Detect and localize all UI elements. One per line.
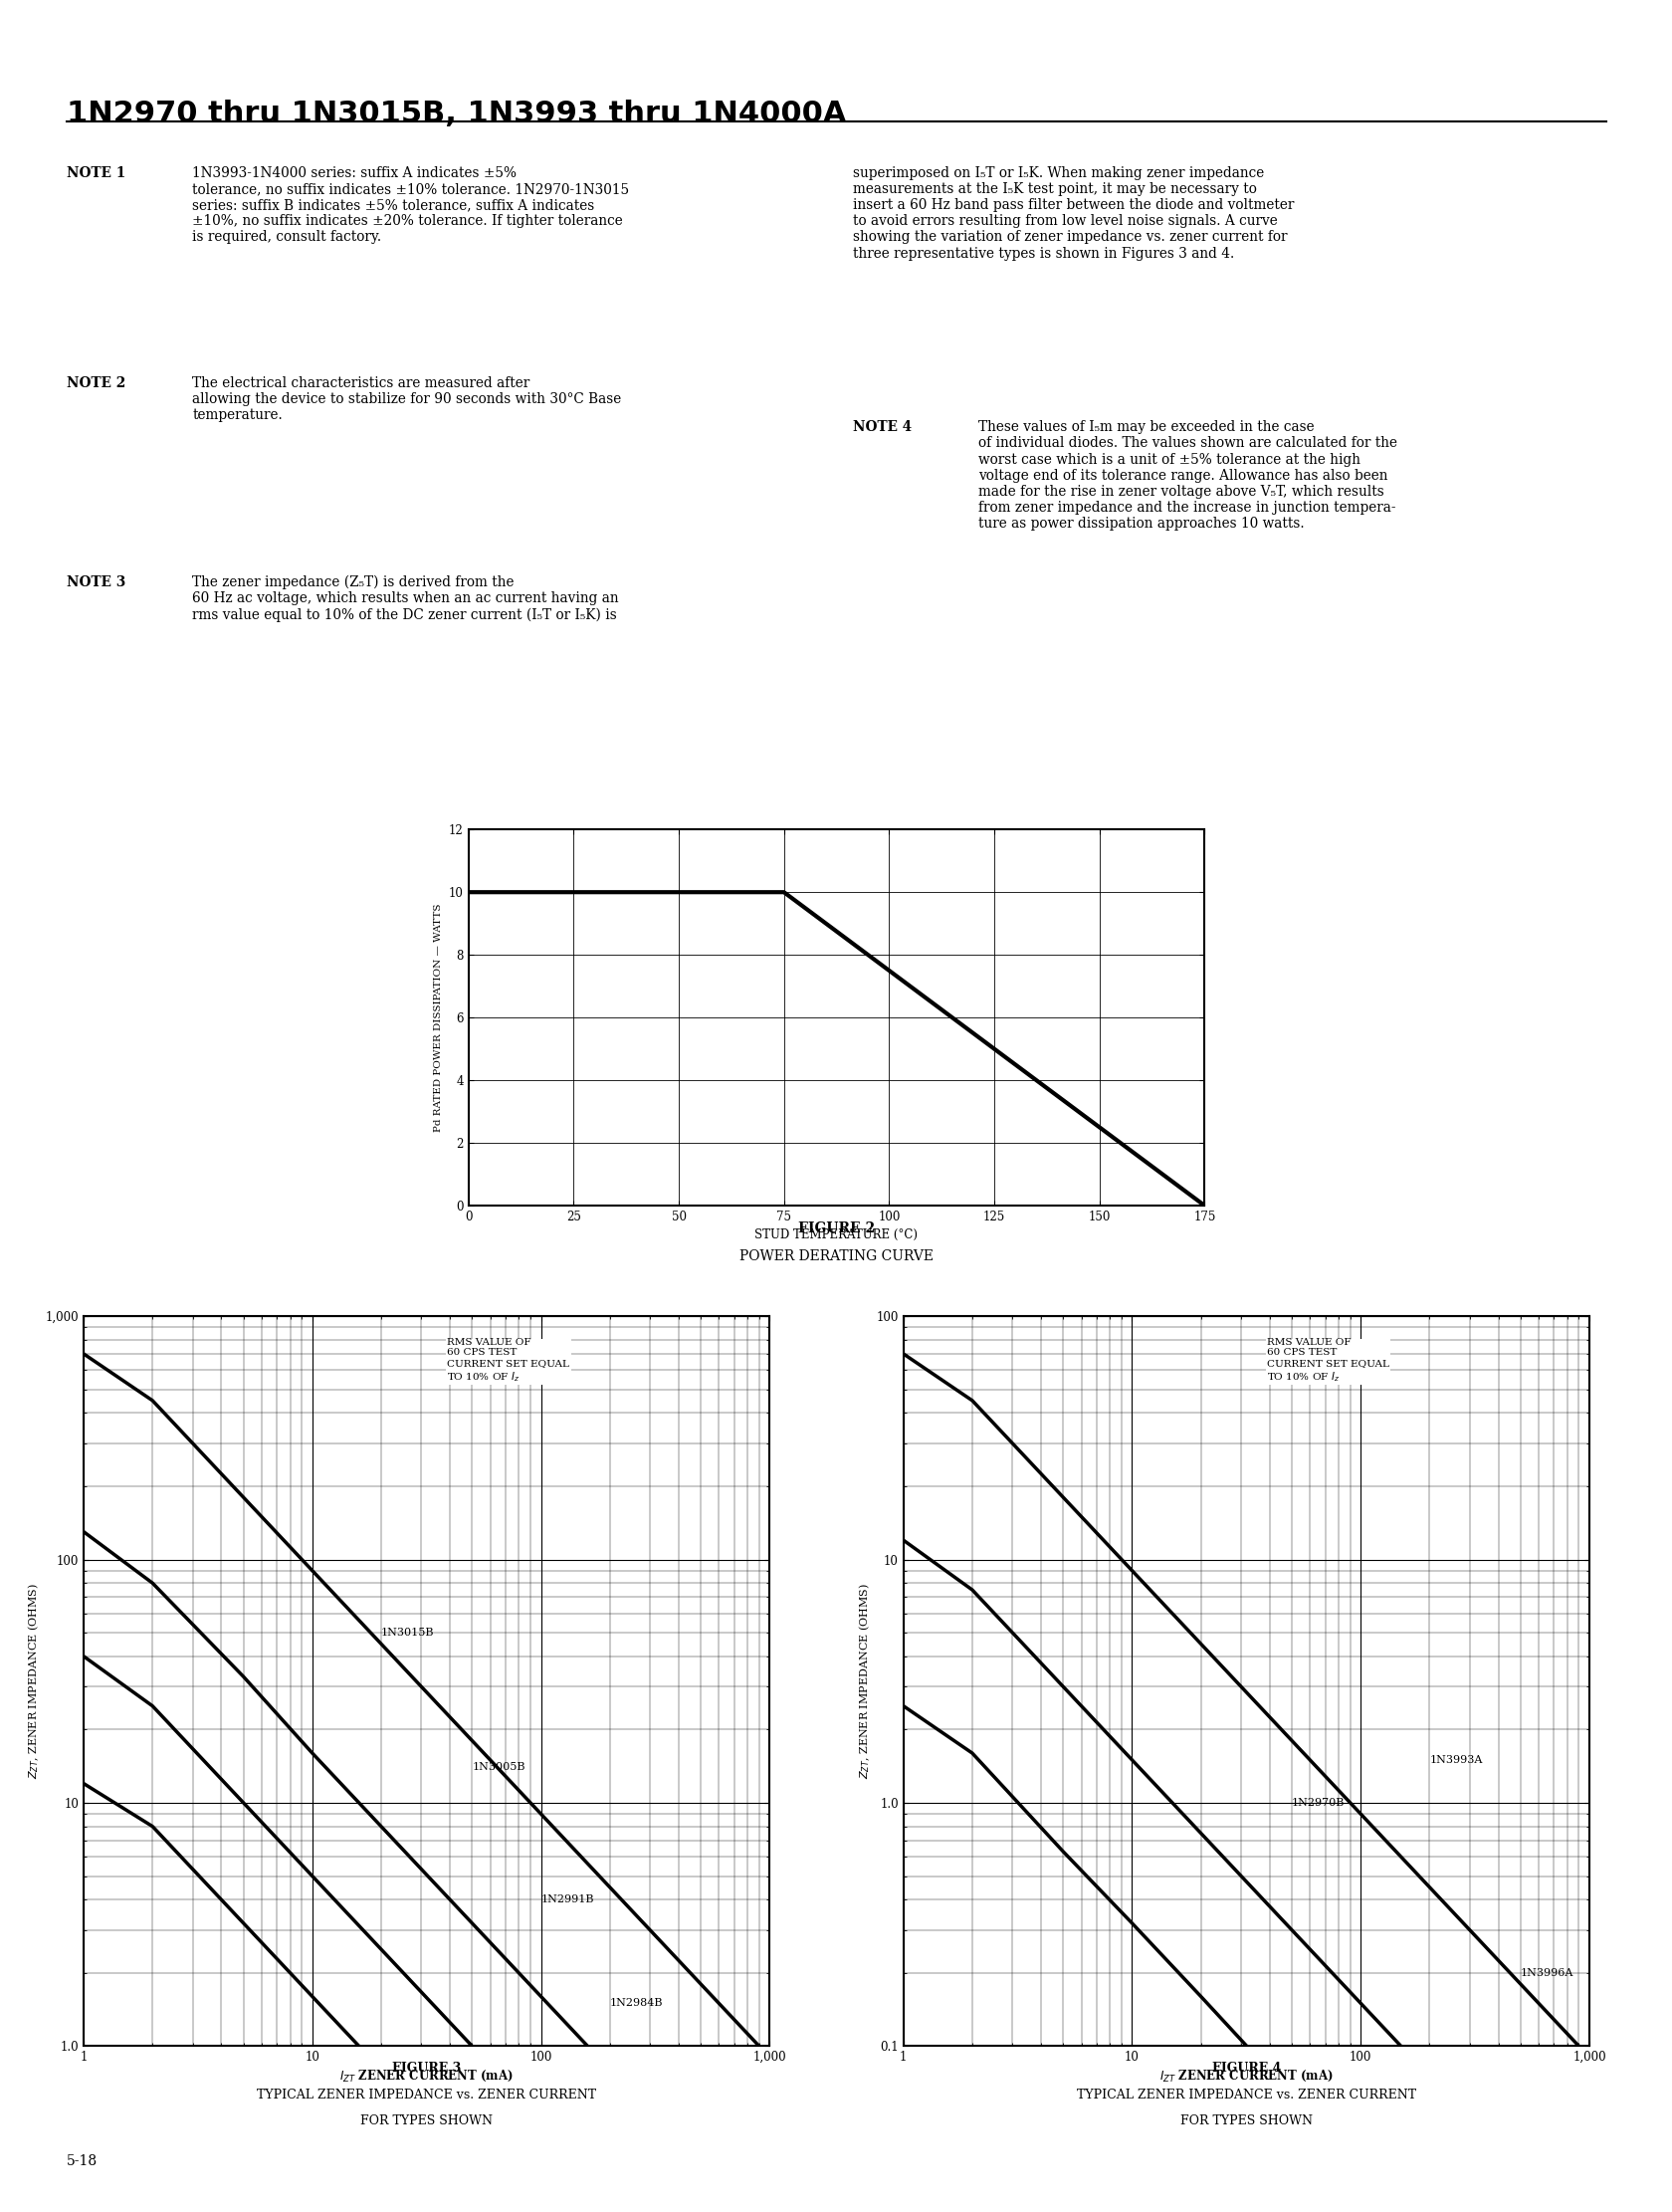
X-axis label: STUD TEMPERATURE (°C): STUD TEMPERATURE (°C) xyxy=(754,1230,918,1241)
Text: 1N2970B: 1N2970B xyxy=(1291,1798,1344,1807)
Text: TYPICAL ZENER IMPEDANCE vs. ZENER CURRENT: TYPICAL ZENER IMPEDANCE vs. ZENER CURREN… xyxy=(257,2088,595,2101)
Text: NOTE 3: NOTE 3 xyxy=(67,575,125,588)
Text: 1N3005B: 1N3005B xyxy=(472,1763,525,1772)
Text: TYPICAL ZENER IMPEDANCE vs. ZENER CURRENT: TYPICAL ZENER IMPEDANCE vs. ZENER CURREN… xyxy=(1077,2088,1415,2101)
Text: 1N2984B: 1N2984B xyxy=(609,1997,662,2008)
Text: RMS VALUE OF
60 CPS TEST
CURRENT SET EQUAL
TO 10% OF $I_z$: RMS VALUE OF 60 CPS TEST CURRENT SET EQU… xyxy=(446,1338,568,1382)
Text: RMS VALUE OF
60 CPS TEST
CURRENT SET EQUAL
TO 10% OF $I_z$: RMS VALUE OF 60 CPS TEST CURRENT SET EQU… xyxy=(1266,1338,1388,1382)
Y-axis label: $Z_{ZT}$, ZENER IMPEDANCE (OHMS): $Z_{ZT}$, ZENER IMPEDANCE (OHMS) xyxy=(27,1584,42,1778)
Text: NOTE 2: NOTE 2 xyxy=(67,376,125,389)
Text: 1N2991B: 1N2991B xyxy=(540,1896,594,1905)
Text: NOTE 1: NOTE 1 xyxy=(67,166,125,179)
Text: NOTE 4: NOTE 4 xyxy=(853,420,911,434)
Text: These values of I₅m may be exceeded in the case
of individual diodes. The values: These values of I₅m may be exceeded in t… xyxy=(978,420,1396,531)
Text: 5-18: 5-18 xyxy=(67,2154,99,2168)
Text: POWER DERATING CURVE: POWER DERATING CURVE xyxy=(739,1250,933,1263)
Text: 1N3993A: 1N3993A xyxy=(1428,1754,1481,1765)
Text: 1N3996A: 1N3996A xyxy=(1520,1969,1573,1978)
Text: The zener impedance (Z₅T) is derived from the
60 Hz ac voltage, which results wh: The zener impedance (Z₅T) is derived fro… xyxy=(192,575,619,622)
Text: 1N2970 thru 1N3015B, 1N3993 thru 1N4000A: 1N2970 thru 1N3015B, 1N3993 thru 1N4000A xyxy=(67,100,846,128)
Text: FIGURE 4: FIGURE 4 xyxy=(1211,2062,1281,2075)
Text: The electrical characteristics are measured after
allowing the device to stabili: The electrical characteristics are measu… xyxy=(192,376,622,422)
Text: FIGURE 3: FIGURE 3 xyxy=(391,2062,461,2075)
Text: 1N3993-1N4000 series: suffix A indicates ±5%
tolerance, no suffix indicates ±10%: 1N3993-1N4000 series: suffix A indicates… xyxy=(192,166,629,243)
Text: FIGURE 2: FIGURE 2 xyxy=(798,1221,874,1234)
X-axis label: $I_{ZT}$ ZENER CURRENT (mA): $I_{ZT}$ ZENER CURRENT (mA) xyxy=(339,2068,513,2084)
Text: superimposed on I₅T or I₅K. When making zener impedance
measurements at the I₅K : superimposed on I₅T or I₅K. When making … xyxy=(853,166,1294,261)
Text: FOR TYPES SHOWN: FOR TYPES SHOWN xyxy=(359,2115,493,2128)
Text: FOR TYPES SHOWN: FOR TYPES SHOWN xyxy=(1179,2115,1313,2128)
Y-axis label: $Z_{ZT}$, ZENER IMPEDANCE (OHMS): $Z_{ZT}$, ZENER IMPEDANCE (OHMS) xyxy=(858,1584,871,1778)
X-axis label: $I_{ZT}$ ZENER CURRENT (mA): $I_{ZT}$ ZENER CURRENT (mA) xyxy=(1159,2068,1333,2084)
Text: 1N3015B: 1N3015B xyxy=(381,1628,435,1637)
Y-axis label: Pd RATED POWER DISSIPATION — WATTS: Pd RATED POWER DISSIPATION — WATTS xyxy=(435,902,443,1133)
